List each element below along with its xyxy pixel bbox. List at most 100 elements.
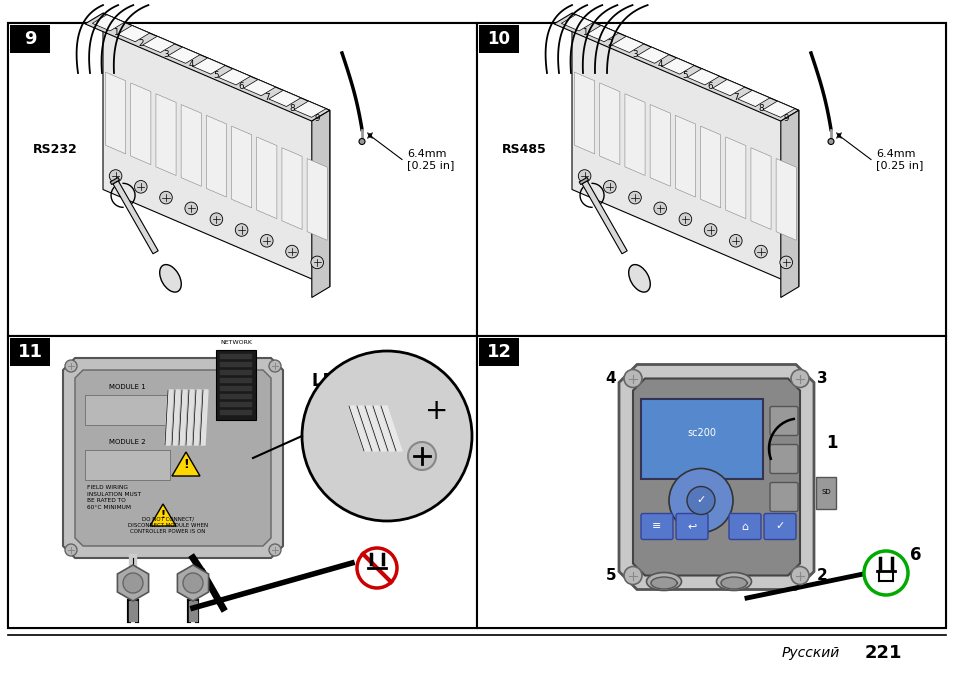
- Circle shape: [729, 234, 741, 247]
- Bar: [220, 410, 252, 415]
- Circle shape: [686, 487, 714, 514]
- Circle shape: [408, 442, 436, 470]
- Text: RS485: RS485: [501, 143, 546, 156]
- Text: 2: 2: [138, 39, 143, 48]
- Text: ✓: ✓: [696, 495, 705, 505]
- Polygon shape: [131, 83, 151, 165]
- Circle shape: [780, 256, 792, 269]
- Text: ≡: ≡: [652, 522, 661, 532]
- Polygon shape: [633, 378, 800, 575]
- Text: DO NOT CONNECT/
DISCONNECT MODULE WHEN
CONTROLLER POWER IS ON: DO NOT CONNECT/ DISCONNECT MODULE WHEN C…: [128, 517, 208, 534]
- Polygon shape: [269, 90, 300, 106]
- Text: 2: 2: [606, 39, 612, 48]
- Polygon shape: [624, 94, 644, 176]
- Polygon shape: [675, 115, 695, 197]
- Polygon shape: [256, 137, 276, 219]
- Circle shape: [628, 191, 640, 204]
- Polygon shape: [776, 159, 796, 240]
- Circle shape: [235, 223, 248, 236]
- Circle shape: [134, 180, 147, 193]
- Polygon shape: [181, 104, 201, 186]
- Polygon shape: [75, 370, 271, 546]
- Polygon shape: [172, 390, 180, 445]
- Polygon shape: [243, 79, 275, 96]
- Polygon shape: [117, 26, 150, 42]
- Circle shape: [623, 369, 641, 388]
- Circle shape: [578, 170, 590, 182]
- Polygon shape: [218, 69, 250, 85]
- FancyBboxPatch shape: [676, 513, 707, 540]
- Text: 11: 11: [17, 343, 43, 361]
- Text: MODULE 2: MODULE 2: [109, 439, 146, 445]
- Text: +: +: [425, 397, 448, 425]
- Polygon shape: [307, 159, 327, 240]
- Polygon shape: [599, 83, 619, 165]
- Text: 5: 5: [213, 71, 219, 80]
- Polygon shape: [282, 148, 302, 229]
- Polygon shape: [712, 79, 744, 96]
- Text: Русский: Русский: [781, 646, 840, 660]
- Bar: [220, 370, 252, 375]
- Polygon shape: [112, 181, 158, 254]
- Ellipse shape: [646, 573, 680, 590]
- Text: 1: 1: [825, 435, 837, 452]
- Polygon shape: [380, 406, 401, 451]
- Circle shape: [703, 223, 716, 236]
- Bar: [220, 378, 252, 383]
- Circle shape: [603, 180, 616, 193]
- Circle shape: [790, 567, 808, 584]
- Circle shape: [623, 567, 641, 584]
- Polygon shape: [165, 390, 172, 445]
- Circle shape: [65, 360, 77, 372]
- Polygon shape: [206, 115, 226, 197]
- Text: 5: 5: [605, 568, 616, 583]
- Polygon shape: [611, 36, 643, 52]
- Text: RS232: RS232: [33, 143, 77, 156]
- Ellipse shape: [720, 577, 746, 589]
- Polygon shape: [111, 178, 119, 184]
- Polygon shape: [186, 390, 193, 445]
- Polygon shape: [177, 565, 209, 601]
- Polygon shape: [117, 565, 149, 601]
- Text: ↩: ↩: [686, 522, 696, 532]
- Circle shape: [159, 191, 172, 204]
- Text: 2: 2: [816, 568, 826, 583]
- Circle shape: [269, 544, 281, 556]
- Text: 6: 6: [707, 82, 713, 91]
- Polygon shape: [661, 58, 694, 74]
- Bar: [478, 25, 518, 53]
- Polygon shape: [150, 504, 175, 526]
- Bar: [10, 338, 50, 366]
- Text: 6: 6: [238, 82, 244, 91]
- Polygon shape: [560, 15, 593, 31]
- Polygon shape: [294, 101, 326, 117]
- Circle shape: [183, 573, 203, 593]
- Polygon shape: [750, 148, 770, 229]
- FancyBboxPatch shape: [763, 513, 795, 540]
- Circle shape: [285, 245, 298, 258]
- Circle shape: [754, 245, 766, 258]
- FancyBboxPatch shape: [728, 513, 760, 540]
- Bar: [220, 394, 252, 399]
- Bar: [476, 336, 945, 628]
- Text: ⌂: ⌂: [740, 522, 748, 532]
- Bar: [476, 23, 945, 336]
- Circle shape: [863, 551, 907, 595]
- Text: 6: 6: [909, 546, 921, 564]
- Text: FIELD WIRING
INSULATION MUST
BE RATED TO
60°C MINIMUM: FIELD WIRING INSULATION MUST BE RATED TO…: [87, 485, 141, 510]
- Polygon shape: [312, 110, 330, 297]
- Polygon shape: [586, 26, 618, 42]
- Polygon shape: [578, 178, 588, 184]
- Polygon shape: [63, 358, 283, 558]
- Polygon shape: [155, 94, 176, 176]
- Polygon shape: [193, 390, 201, 445]
- Text: 3: 3: [632, 50, 638, 59]
- Text: 1: 1: [112, 28, 118, 37]
- Polygon shape: [618, 365, 813, 590]
- Polygon shape: [193, 58, 225, 74]
- Bar: [8, 336, 476, 628]
- Text: ✓: ✓: [775, 522, 784, 532]
- Polygon shape: [92, 15, 124, 31]
- Circle shape: [356, 548, 396, 588]
- Polygon shape: [356, 406, 377, 451]
